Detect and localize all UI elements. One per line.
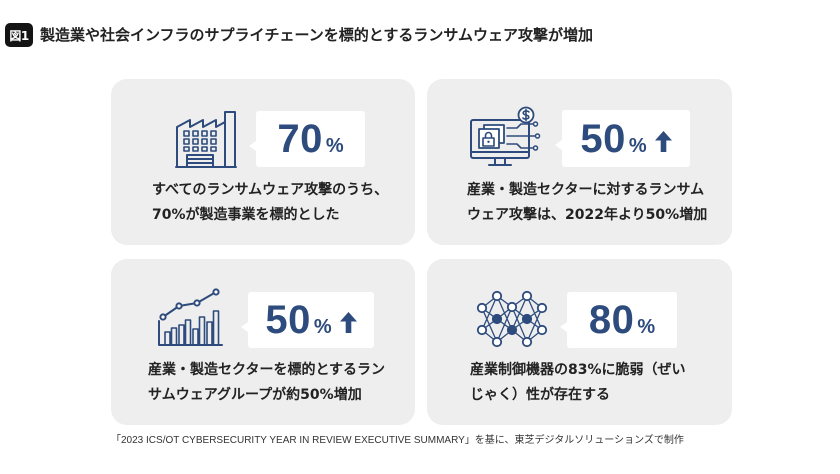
stat-description-line: 70%が製造事業を標的とした	[152, 207, 340, 223]
figure-header: 図1 製造業や社会インフラのサプライチェーンを標的とするランサムウェア攻撃が増加	[5, 23, 593, 47]
stat-figure: 70 %	[277, 119, 343, 159]
stat-card-group-increase: 50 % 産業・製造セクターを標的とするラン サムウェアグループが約50%増加	[111, 259, 415, 425]
stat-description: すべてのランサムウェア攻撃のうち、 70%が製造事業を標的とした	[152, 178, 388, 228]
figure-number-badge: 図1	[5, 23, 33, 47]
stat-description-line: サムウェアグループが約50%増加	[148, 387, 362, 403]
stat-figure: 50 %	[580, 116, 672, 161]
stat-unit: %	[325, 135, 344, 157]
figure-title: 製造業や社会インフラのサプライチェーンを標的とするランサムウェア攻撃が増加	[40, 26, 594, 44]
stat-description: 産業・製造セクターに対するランサム ウェア攻撃は、2022年より50%増加	[467, 178, 707, 228]
monitor-ransomware-icon	[470, 106, 541, 166]
factory-icon	[175, 111, 237, 168]
stat-bubble: 50 %	[241, 292, 374, 348]
stat-card-vulnerable-devices: 80 % 産業制御機器の83%に脆弱（ぜい じゃく）性が存在する	[427, 259, 732, 425]
stat-unit: %	[637, 316, 656, 338]
stat-card-attack-increase: 50 % 産業・製造セクターに対するランサム ウェア攻撃は、2022年より50%…	[427, 79, 732, 245]
stat-card-manufacturing-share: 70 % すべてのランサムウェア攻撃のうち、 70%が製造事業を標的とした	[111, 79, 415, 245]
stat-description-line: ウェア攻撃は、2022年より50%増加	[467, 207, 708, 223]
stat-value: 50	[580, 116, 626, 161]
growth-bar-chart-icon	[158, 288, 223, 346]
stat-value: 50	[265, 298, 311, 342]
stat-bubble: 50 %	[555, 110, 690, 167]
stat-description: 産業制御機器の83%に脆弱（ぜい じゃく）性が存在する	[470, 358, 686, 408]
stat-figure: 50 %	[265, 298, 357, 342]
arrow-up-icon	[654, 130, 672, 152]
stat-value: 70	[277, 117, 323, 161]
stat-value: 80	[588, 298, 635, 342]
stat-description-line: 産業制御機器の83%に脆弱（ぜい	[470, 362, 686, 378]
stat-unit: %	[313, 316, 332, 338]
stat-unit: %	[628, 134, 647, 157]
stat-description: 産業・製造セクターを標的とするラン サムウェアグループが約50%増加	[148, 358, 385, 408]
source-note: 「2023 ICS/OT CYBERSECURITY YEAR IN REVIE…	[111, 435, 684, 446]
stat-description-line: 産業・製造セクターを標的とするラン	[148, 362, 386, 378]
stat-description-line: すべてのランサムウェア攻撃のうち、	[152, 182, 389, 198]
stat-bubble: 70 %	[249, 111, 365, 167]
stat-description-line: じゃく）性が存在する	[470, 387, 610, 403]
arrow-up-icon	[339, 312, 357, 333]
stat-bubble: 80 %	[560, 292, 677, 348]
stat-figure: 80 %	[589, 300, 655, 340]
stat-description-line: 産業・製造セクターに対するランサム	[467, 182, 705, 198]
network-nodes-icon	[476, 290, 548, 348]
network-node-group	[476, 290, 548, 348]
